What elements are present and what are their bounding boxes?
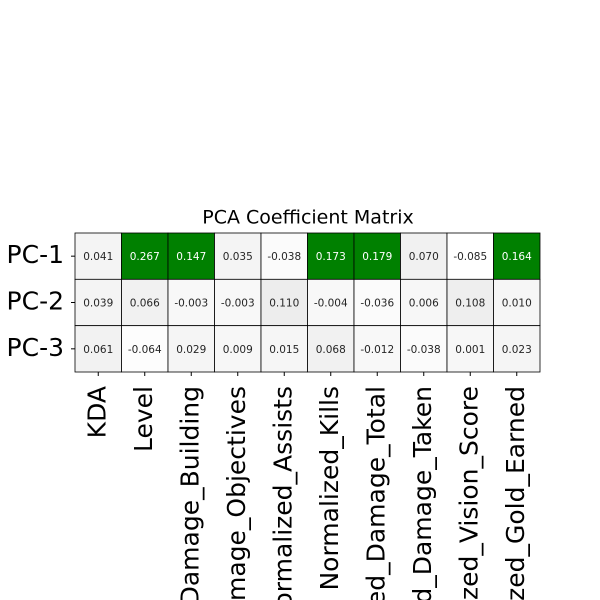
heatmap-cell xyxy=(353,278,401,327)
heatmap-cell xyxy=(446,232,494,280)
heatmap-cell xyxy=(307,232,355,280)
cell-label: 0.066 xyxy=(130,298,160,310)
cell-label: -0.064 xyxy=(128,344,162,356)
heatmap-cell xyxy=(307,325,355,373)
cell-label: 0.147 xyxy=(176,251,206,263)
cell-label: -0.038 xyxy=(407,344,441,356)
heatmap-cell xyxy=(400,278,448,327)
cell-label: 0.164 xyxy=(502,251,532,263)
heatmap-cell xyxy=(214,278,262,327)
cell-label: -0.004 xyxy=(314,298,348,310)
cell-label: 0.068 xyxy=(316,344,346,356)
heatmap-cell xyxy=(214,325,262,373)
heatmap-cell xyxy=(74,325,122,373)
heatmap-cell xyxy=(74,278,122,327)
cell-label: 0.039 xyxy=(83,298,113,310)
column-label: Normalized_Kills xyxy=(315,386,344,591)
column-label: Normalized_Vision_Score xyxy=(454,386,483,600)
column-label: Normalized_Damage_Taken xyxy=(408,386,437,600)
chart-title: PCA Coefficient Matrix xyxy=(202,207,413,229)
column-label: KDA xyxy=(82,386,111,438)
cell-label: 0.010 xyxy=(502,298,532,310)
cell-label: -0.003 xyxy=(221,298,255,310)
column-label: Normalized_Damage_Objectives xyxy=(222,386,251,600)
cell-label: -0.012 xyxy=(360,344,394,356)
cell-label: 0.267 xyxy=(130,251,160,263)
column-label: Normalized_Damage_Total xyxy=(361,386,390,600)
heatmap-cell xyxy=(260,278,308,327)
heatmap-cell xyxy=(260,325,308,373)
cell-label: 0.173 xyxy=(316,251,346,263)
cell-label: 0.035 xyxy=(223,251,253,263)
heatmap-cell xyxy=(121,325,169,373)
cell-label: 0.061 xyxy=(83,344,113,356)
heatmap-cell xyxy=(121,278,169,327)
row-label: PC-3 xyxy=(7,333,64,362)
cell-label: -0.085 xyxy=(453,251,487,263)
cell-label: 0.070 xyxy=(409,251,439,263)
cell-label: -0.038 xyxy=(267,251,301,263)
cell-label: 0.029 xyxy=(176,344,206,356)
cell-label: 0.108 xyxy=(455,298,485,310)
cell-label: 0.015 xyxy=(269,344,299,356)
cell-label: 0.110 xyxy=(269,298,299,310)
row-label: PC-1 xyxy=(7,240,64,269)
column-label: Normalized_Damage_Building xyxy=(175,386,204,600)
column-label: Level xyxy=(129,386,158,452)
cell-label: 0.001 xyxy=(455,344,485,356)
heatmap-cell xyxy=(307,278,355,327)
heatmap-cell xyxy=(493,278,541,327)
column-label: Normalized_Gold_Earned xyxy=(501,386,530,600)
heatmap-cell xyxy=(167,325,215,373)
heatmap-cell xyxy=(493,232,541,280)
heatmap-cell xyxy=(167,278,215,327)
cell-label: 0.041 xyxy=(83,251,113,263)
cell-label: -0.003 xyxy=(174,298,208,310)
cell-label: 0.006 xyxy=(409,298,439,310)
heatmap-cell xyxy=(121,232,169,280)
cell-label: -0.036 xyxy=(360,298,394,310)
column-label: Normalized_Assists xyxy=(268,386,297,600)
heatmap-cell xyxy=(446,325,494,373)
cell-label: 0.009 xyxy=(223,344,253,356)
cell-label: 0.023 xyxy=(502,344,532,356)
heatmap-cell xyxy=(493,325,541,373)
row-label: PC-2 xyxy=(7,287,64,316)
cell-label: 0.179 xyxy=(362,251,392,263)
